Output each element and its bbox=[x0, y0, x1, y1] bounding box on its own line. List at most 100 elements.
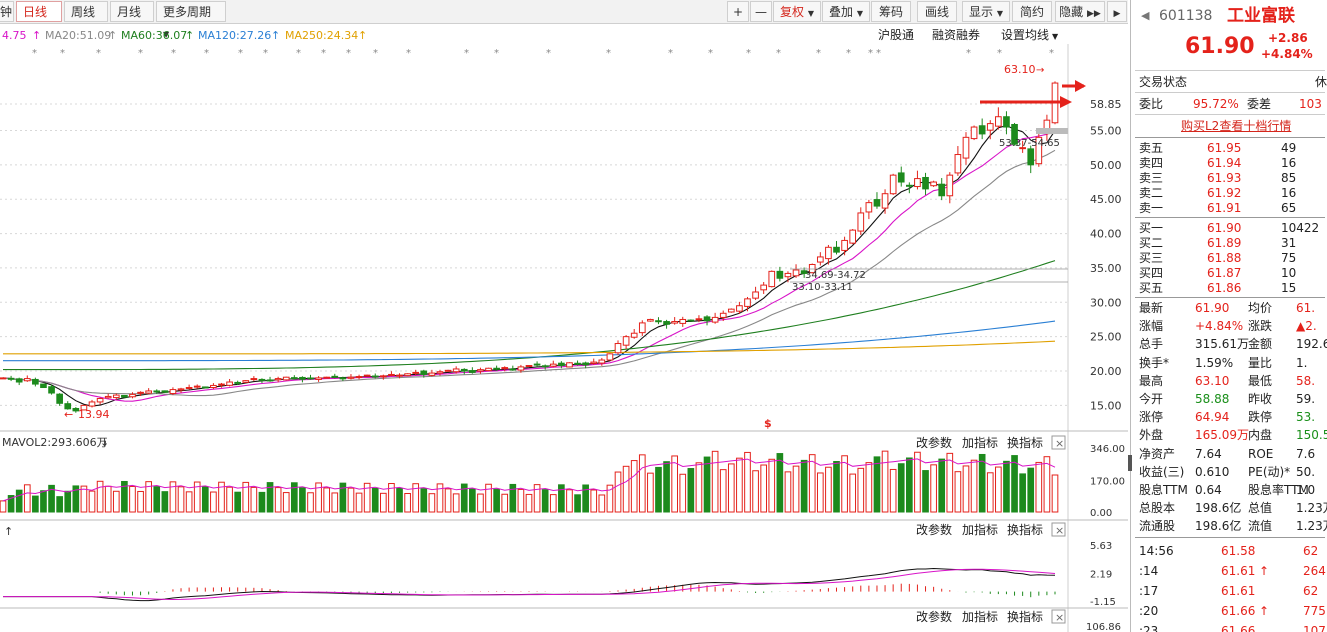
draw-line-button[interactable]: 画线 bbox=[917, 1, 957, 22]
volume-bar bbox=[517, 488, 525, 513]
volume-bar bbox=[736, 457, 743, 513]
hgt-link[interactable]: 沪股通 bbox=[878, 28, 914, 42]
macd-add-indicator-button[interactable]: 加指标 bbox=[962, 522, 998, 537]
volume-bar bbox=[307, 492, 314, 513]
fuquan-button[interactable]: 复权 ▼ bbox=[773, 1, 821, 22]
tab-weekly[interactable]: 周线 bbox=[64, 1, 108, 22]
volume-bar bbox=[371, 487, 379, 513]
macd-params-button[interactable]: 改参数 bbox=[916, 522, 952, 537]
stat-label: 换手* bbox=[1139, 355, 1170, 370]
candle-body bbox=[687, 319, 695, 322]
volume-bar bbox=[137, 490, 144, 513]
arrow-right-icon bbox=[1062, 80, 1086, 92]
candle-body bbox=[323, 376, 331, 379]
candle-body bbox=[752, 291, 759, 299]
candle-body bbox=[841, 239, 848, 251]
candle-body bbox=[558, 362, 565, 367]
tab-daily[interactable]: 日线 bbox=[16, 1, 62, 22]
volume-bar bbox=[282, 492, 290, 513]
ma-settings-link[interactable]: 设置均线 bbox=[1001, 28, 1049, 42]
macd-switch-indicator-button[interactable]: 换指标 bbox=[1007, 522, 1043, 537]
volume-bar bbox=[104, 485, 112, 513]
vol-add-indicator-button[interactable]: 加指标 bbox=[962, 435, 998, 450]
vol-switch-indicator-button[interactable]: 换指标 bbox=[1007, 435, 1043, 450]
macd-tick-label: 2.19 bbox=[1090, 569, 1112, 580]
vol-params-button[interactable]: 改参数 bbox=[916, 435, 952, 450]
buy-l2-link[interactable]: 购买L2查看十档行情 bbox=[1181, 119, 1292, 133]
tab-monthly[interactable]: 月线 bbox=[110, 1, 154, 22]
order-volume: 31 bbox=[1281, 236, 1297, 250]
chevron-right-icon: ▶ bbox=[1113, 9, 1121, 19]
order-volume: 85 bbox=[1281, 171, 1297, 185]
panel-resize-handle[interactable] bbox=[1128, 455, 1132, 471]
candle-body bbox=[679, 318, 687, 324]
price-tick-label: 50.00 bbox=[1090, 159, 1122, 172]
volume-bar bbox=[784, 471, 792, 513]
chevron-left-icon[interactable]: ◀ bbox=[1141, 9, 1150, 22]
candle-body bbox=[420, 370, 428, 375]
candlesticks bbox=[0, 81, 1059, 413]
close-icon[interactable]: × bbox=[1051, 435, 1066, 450]
close-icon[interactable]: × bbox=[1051, 609, 1066, 624]
volume-bar bbox=[436, 483, 444, 513]
volume-bar bbox=[201, 486, 209, 513]
candle-body bbox=[954, 154, 962, 174]
volume-bar bbox=[995, 466, 1002, 513]
gridlines bbox=[0, 103, 1068, 406]
volume-bar bbox=[363, 482, 371, 513]
margin-trading-link[interactable]: 融资融券 bbox=[932, 27, 980, 42]
hide-button[interactable]: 隐藏 ▶▶ bbox=[1055, 1, 1105, 22]
fuquan-label: 复权 bbox=[780, 5, 805, 19]
stat-label: 昨收 bbox=[1248, 392, 1273, 406]
stat-value: 1.59% bbox=[1195, 355, 1234, 370]
overlay-button[interactable]: 叠加 ▼ bbox=[822, 1, 870, 22]
tab-minute[interactable]: 钟 bbox=[0, 1, 14, 22]
order-price: 61.87 bbox=[1207, 266, 1242, 280]
candle-body bbox=[56, 393, 63, 404]
moving-average-lines bbox=[2, 125, 1056, 407]
tab-more-periods[interactable]: 更多周期 ▼ bbox=[156, 1, 226, 39]
volume-bar bbox=[485, 483, 492, 513]
stock-name: 工业富联 bbox=[1227, 6, 1295, 26]
event-star-icon: * bbox=[668, 48, 673, 59]
close-icon[interactable]: × bbox=[1051, 522, 1066, 537]
volume-bar bbox=[598, 494, 606, 513]
volume-bar bbox=[622, 465, 630, 513]
stat-value: 53. bbox=[1296, 410, 1316, 425]
overlay-label: 叠加 bbox=[829, 5, 854, 19]
volume-bar bbox=[323, 487, 331, 513]
buy-level-row: 买一 61.90 10422 bbox=[1131, 220, 1327, 236]
period-toolbar: 钟 日线 周线 月线 更多周期 ▼ + — 复权 ▼ 叠加 ▼ 筹码 画线 显示… bbox=[0, 0, 1128, 39]
volume-bar bbox=[72, 485, 80, 513]
tick-arrow-icon: ↑ bbox=[1259, 564, 1270, 578]
stat-label: 收益(三) bbox=[1139, 464, 1185, 479]
third-params-button[interactable]: 改参数 bbox=[916, 609, 952, 624]
simple-mode-button[interactable]: 简约 bbox=[1012, 1, 1052, 22]
event-star-icon: * bbox=[32, 48, 37, 59]
trade-status-value: 休 bbox=[1315, 75, 1327, 89]
volume-bar bbox=[509, 483, 517, 513]
collapse-panel-button[interactable]: ▶ bbox=[1107, 1, 1127, 22]
stat-label: 股息TTM bbox=[1139, 483, 1188, 497]
tick-time: :20 bbox=[1139, 604, 1159, 618]
event-star-icon: * bbox=[263, 48, 268, 59]
price-tick-label: 15.00 bbox=[1090, 399, 1122, 412]
zoom-in-button[interactable]: + bbox=[727, 1, 749, 22]
candle-body bbox=[849, 229, 857, 244]
volume-bar bbox=[752, 470, 759, 513]
zoom-out-button[interactable]: — bbox=[750, 1, 772, 22]
chips-button[interactable]: 筹码 bbox=[871, 1, 911, 22]
display-button[interactable]: 显示 ▼ bbox=[962, 1, 1010, 22]
candle-body bbox=[792, 269, 800, 277]
order-label: 买二 bbox=[1139, 236, 1164, 250]
volume-bar bbox=[40, 490, 47, 513]
candle-body bbox=[121, 394, 128, 398]
third-switch-indicator-button[interactable]: 换指标 bbox=[1007, 609, 1043, 624]
order-volume: 10422 bbox=[1281, 221, 1320, 235]
order-price: 61.91 bbox=[1207, 201, 1242, 215]
kline-chart[interactable]: 4.75 ↑ MA20:51.09 ↑ MA60:36.07 ↑ MA120:2… bbox=[0, 24, 1128, 632]
volume-bar bbox=[121, 480, 128, 513]
third-add-indicator-button[interactable]: 加指标 bbox=[962, 609, 998, 624]
order-price: 61.95 bbox=[1207, 141, 1242, 155]
volume-bar bbox=[380, 492, 387, 513]
